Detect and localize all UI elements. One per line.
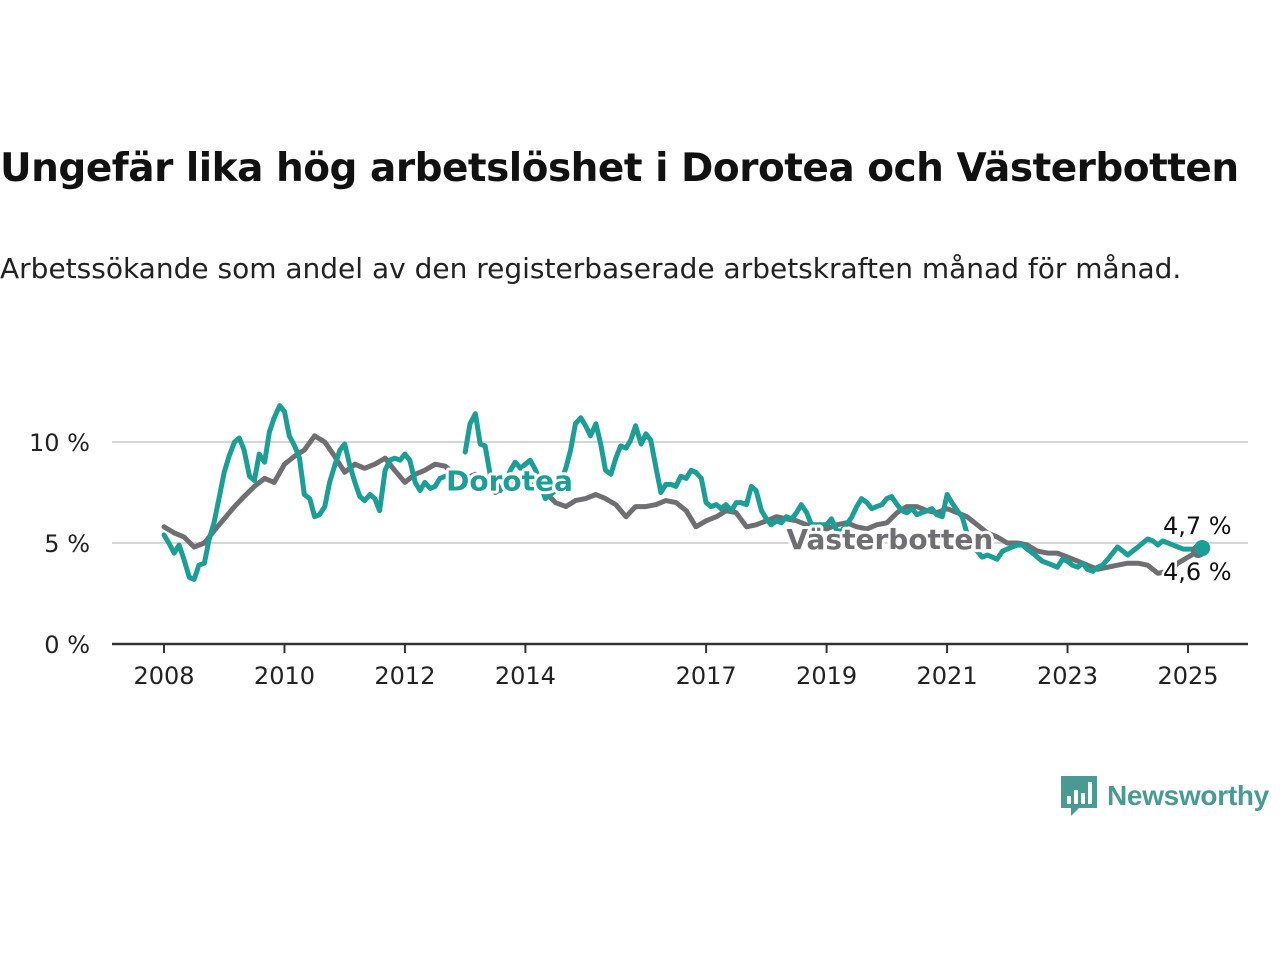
- x-tick-label: 2014: [495, 662, 556, 690]
- y-tick-label: 0 %: [44, 631, 90, 659]
- end-value-label-vasterbotten: 4,6 %: [1163, 558, 1232, 586]
- axis-layer: 0 % 5 % 10 % 2008 2010 2012 2014 2017 2019 2021 20…: [29, 429, 1248, 690]
- series-line-vasterbotten: [161, 433, 1201, 576]
- bar-chart-speech-bubble-icon: [1061, 776, 1097, 816]
- x-tick-label: 2019: [796, 662, 857, 690]
- end-value-label-dorotea: 4,7 %: [1163, 512, 1232, 540]
- y-tick-label: 10 %: [29, 429, 90, 457]
- x-tick-label: 2025: [1157, 662, 1218, 690]
- endpoint-marker-dorotea: [1194, 540, 1211, 557]
- series-label-dorotea: Dorotea: [446, 464, 573, 497]
- brand-name: Newsworthy: [1107, 780, 1269, 811]
- x-tick-label: 2008: [133, 662, 194, 690]
- x-tick-label: 2021: [917, 662, 978, 690]
- x-tick-label: 2012: [374, 662, 435, 690]
- grid-layer: [112, 441, 1248, 544]
- series-line-dorotea-tail: [462, 411, 1201, 574]
- x-tick-label: 2017: [676, 662, 737, 690]
- x-tick-label: 2010: [254, 662, 315, 690]
- series-label-vasterbotten: Västerbotten: [786, 523, 993, 556]
- chart-subtitle: Arbetssökande som andel av den registerb…: [0, 252, 1182, 285]
- series-layer: [161, 403, 1211, 582]
- label-layer: Dorotea Västerbotten 4,7 % 4,6 %: [443, 461, 1234, 588]
- chart-title: Ungefär lika hög arbetslöshet i Dorotea …: [0, 146, 1239, 191]
- x-tick-label: 2023: [1037, 662, 1098, 690]
- y-tick-label: 5 %: [44, 530, 90, 558]
- series-line-dorotea: [161, 403, 448, 582]
- newsworthy-logo: Newsworthy: [1059, 774, 1269, 818]
